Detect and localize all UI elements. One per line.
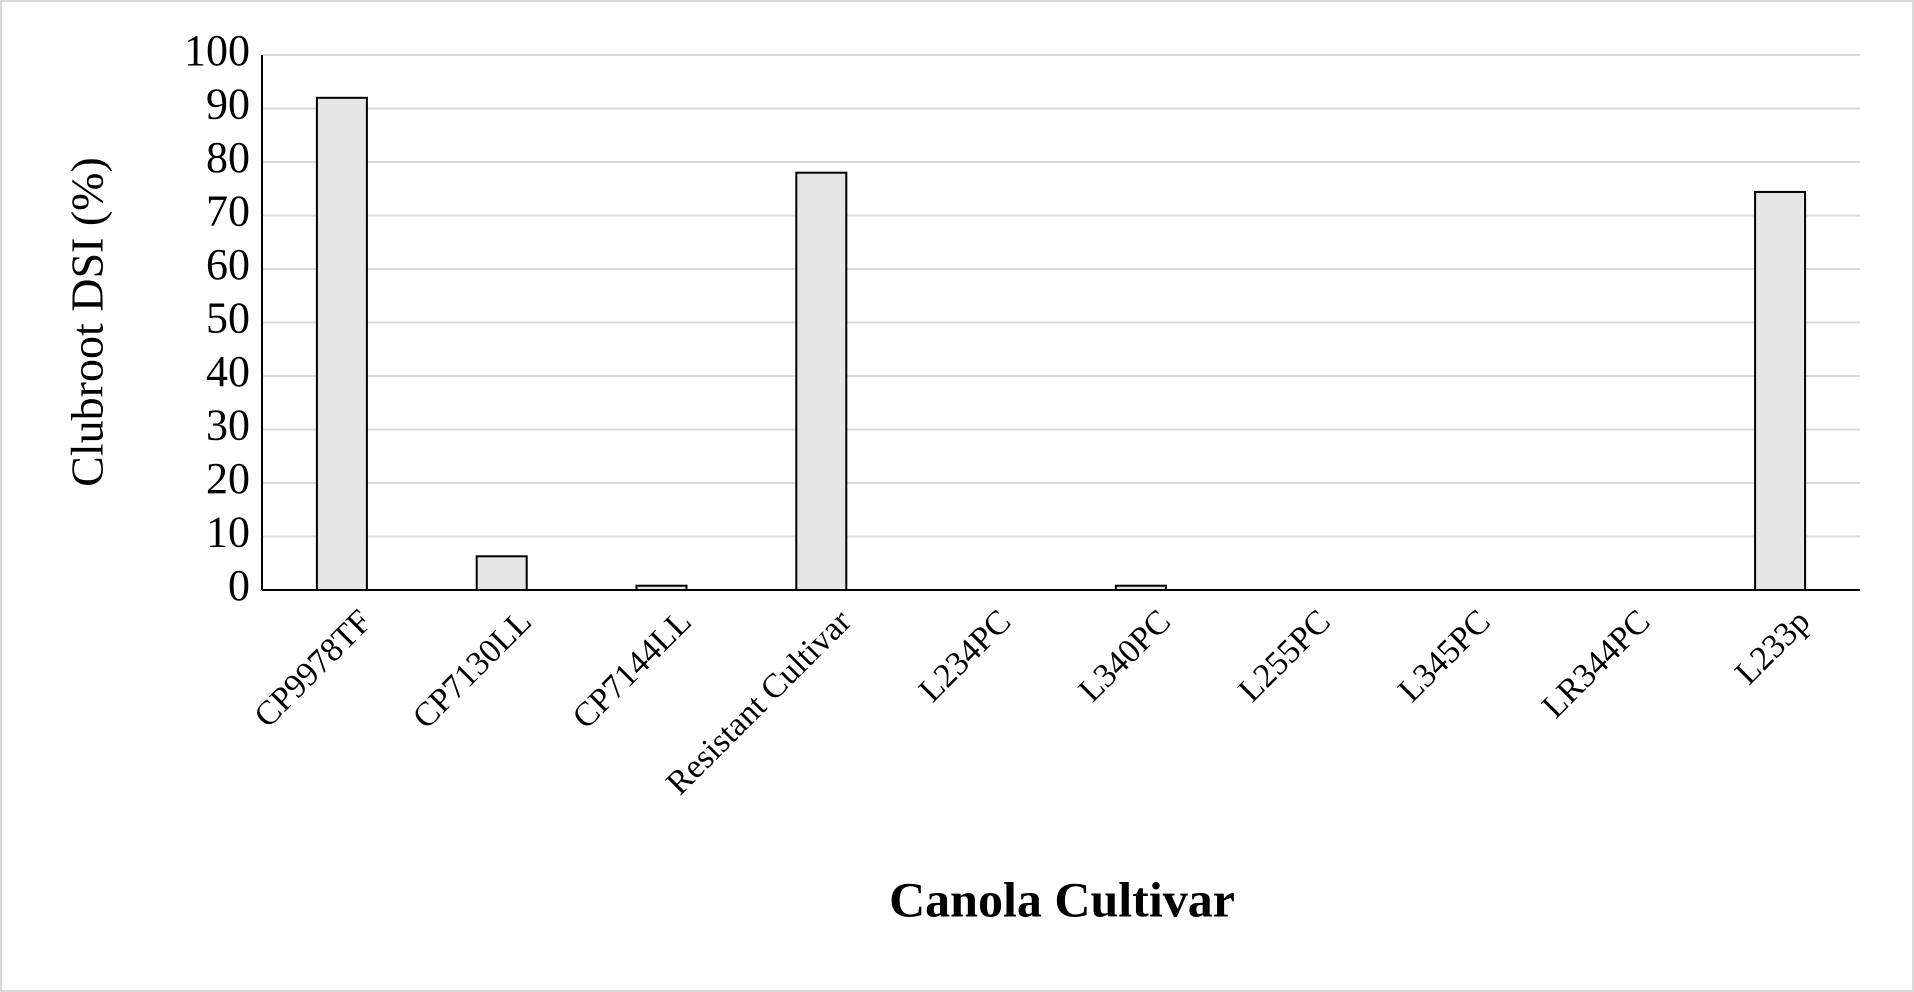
y-tick-label: 100	[184, 26, 250, 75]
y-tick-label: 90	[206, 80, 250, 129]
y-tick-label: 80	[206, 133, 250, 182]
y-tick-label: 70	[206, 187, 250, 236]
y-tick-label: 0	[228, 561, 250, 610]
y-axis-title: Clubroot DSI (%)	[62, 157, 113, 487]
bar	[315, 96, 368, 592]
y-tick-label: 40	[206, 347, 250, 396]
y-tick-label: 60	[206, 240, 250, 289]
bar	[475, 555, 528, 591]
bar	[1754, 190, 1807, 592]
x-axis-title: Canola Cultivar	[889, 871, 1235, 927]
y-tick-label: 50	[206, 294, 250, 343]
bar	[795, 171, 848, 591]
y-tick-label: 30	[206, 401, 250, 450]
y-tick-label: 20	[206, 454, 250, 503]
y-tick-label: 10	[206, 508, 250, 557]
